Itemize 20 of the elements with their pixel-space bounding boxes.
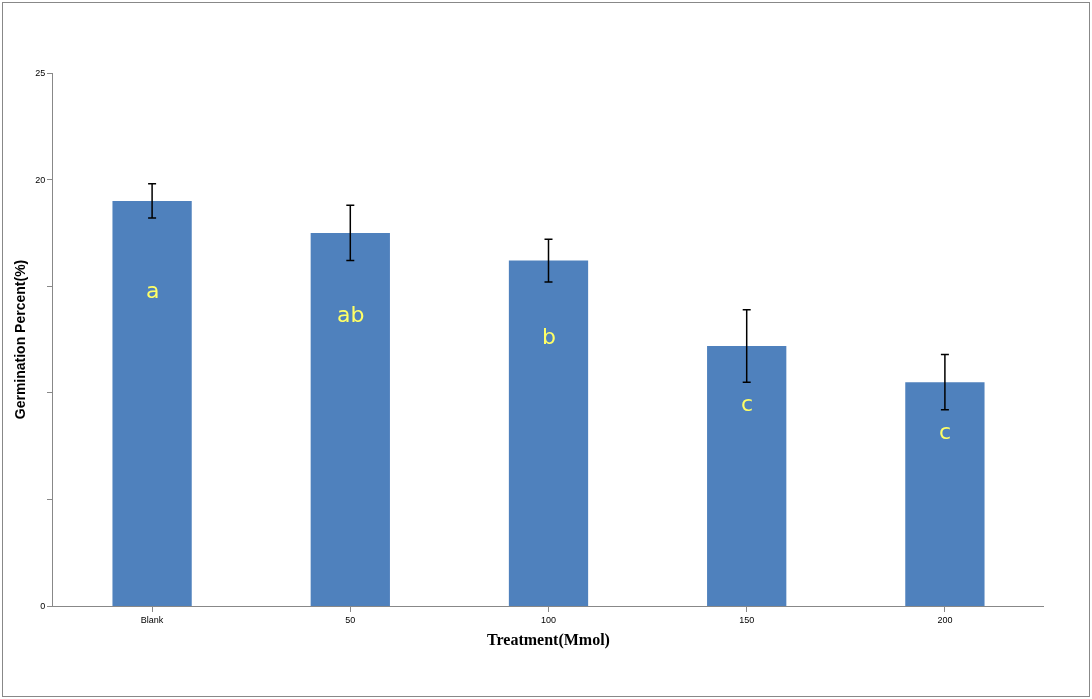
y-tick-label: 0 [40, 601, 46, 612]
annotation: c [939, 419, 952, 444]
bar [112, 200, 192, 606]
annotation: a [146, 278, 160, 303]
annotation: c [741, 391, 754, 416]
y-tick-label: 20 [35, 174, 46, 185]
annotation: ab [337, 302, 365, 327]
x-tick-label: 200 [937, 614, 953, 625]
x-tick-label: Blank [140, 614, 164, 625]
annotation: b [542, 324, 556, 349]
y-tick-label: 25 [35, 68, 46, 79]
bar [310, 232, 390, 606]
bar [905, 382, 985, 606]
x-tick-label: 150 [739, 614, 755, 625]
bar [508, 260, 589, 606]
x-tick-label: 50 [345, 614, 356, 625]
bar [707, 345, 787, 606]
x-axis-title: Treatment(Mmol) [487, 631, 610, 650]
x-tick-label: 100 [540, 614, 557, 625]
y-axis-title: Germination Percent(%) [11, 259, 28, 420]
